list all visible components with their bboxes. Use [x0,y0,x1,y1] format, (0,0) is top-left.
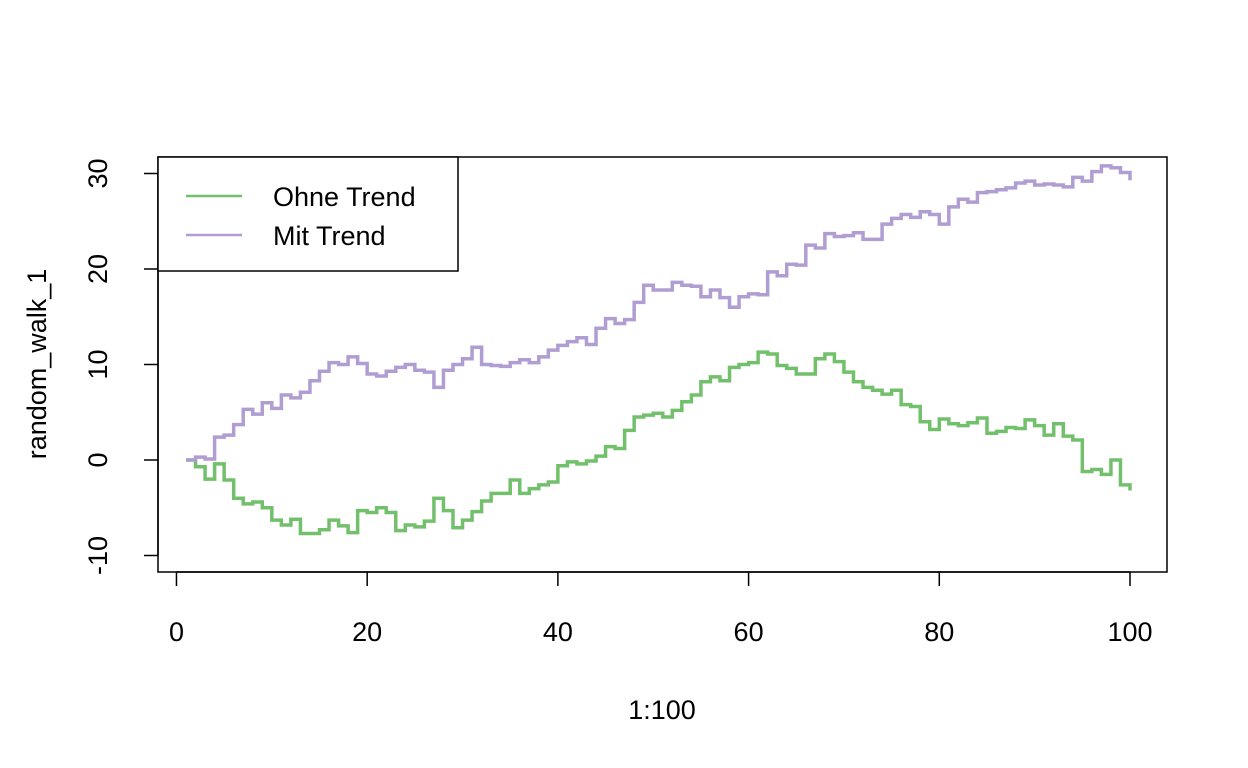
x-tick-label-0: 0 [169,617,184,647]
y-axis: -10 0 10 20 30 [83,158,159,575]
series-line-1 [186,350,1132,536]
y-tick-label-30: 30 [83,158,113,188]
x-tick-label-100: 100 [1107,617,1152,647]
legend-label-2: Mit Trend [273,221,386,251]
x-axis: 0 20 40 60 80 100 [169,571,1153,647]
legend-label-1: Ohne Trend [273,182,416,212]
series-layer [186,164,1132,536]
y-axis-title: random_walk_1 [22,269,52,460]
x-tick-label-80: 80 [924,617,954,647]
y-tick-label-10: 10 [83,349,113,379]
series-line-2 [186,164,1132,462]
x-tick-label-40: 40 [543,617,573,647]
x-tick-label-20: 20 [352,617,382,647]
legend-box [157,156,459,272]
legend: Ohne Trend Mit Trend [157,156,459,272]
x-tick-label-60: 60 [734,617,764,647]
y-tick-label-20: 20 [83,254,113,284]
x-axis-title: 1:100 [628,695,696,725]
y-tick-label--10: -10 [83,536,113,575]
y-tick-label-0: 0 [83,452,113,467]
